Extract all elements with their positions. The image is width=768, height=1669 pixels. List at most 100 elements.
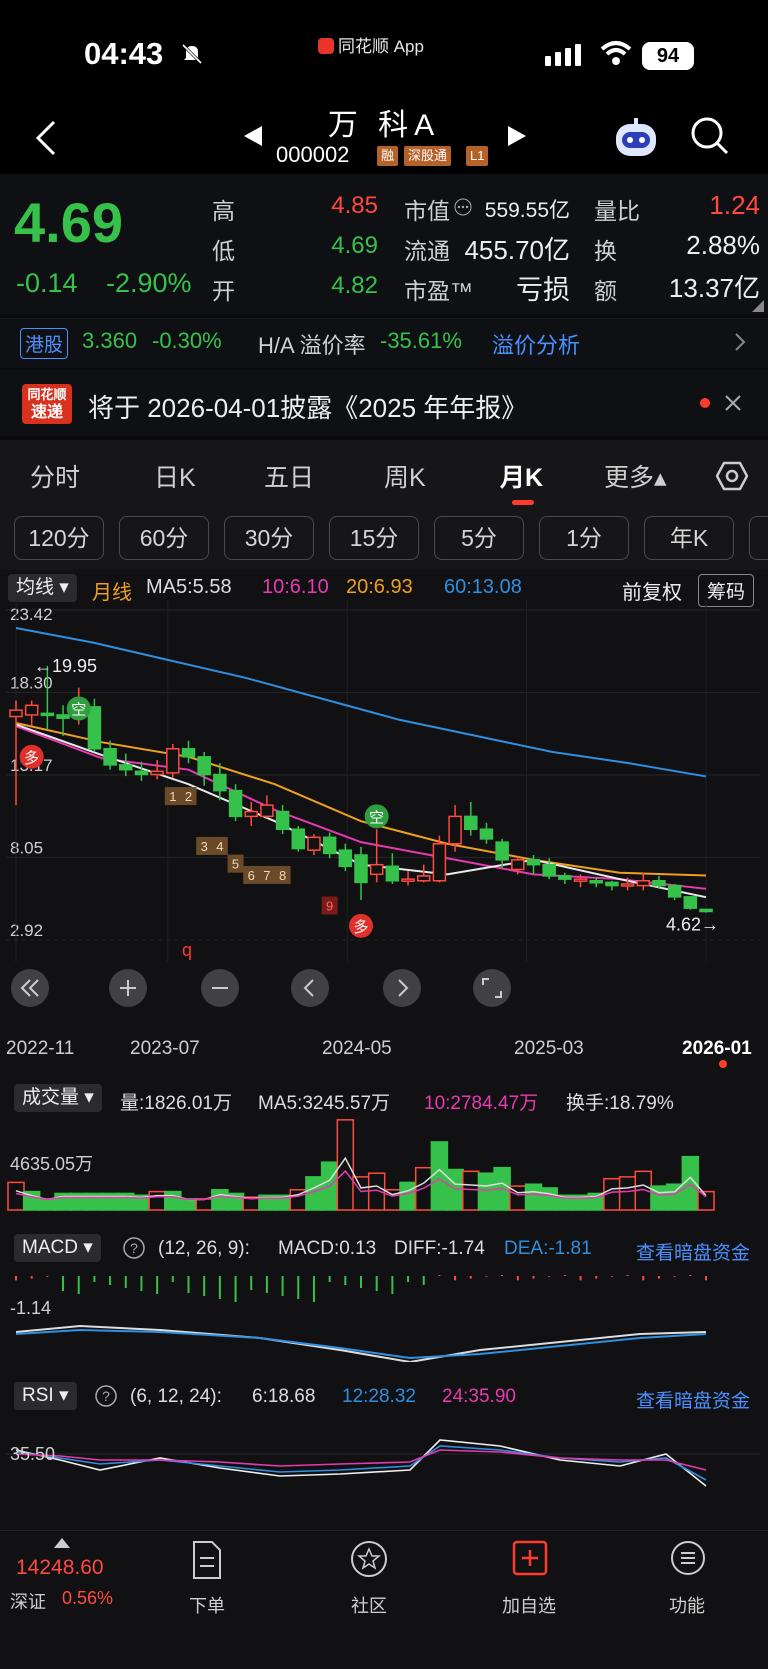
market-cap-value: 559.55亿	[484, 199, 570, 222]
search-icon[interactable]	[690, 116, 730, 156]
period-bar	[0, 514, 768, 570]
hk-share-row[interactable]	[0, 318, 768, 368]
collapse-left-icon[interactable]	[10, 968, 50, 1008]
market-cap-label: 市值	[404, 198, 450, 224]
add-watchlist-icon[interactable]	[512, 1540, 548, 1576]
close-icon[interactable]	[724, 394, 742, 412]
tab-daily-k[interactable]: 日K	[154, 464, 196, 492]
menu-circle-icon[interactable]	[670, 1540, 706, 1576]
period-120min[interactable]: 120分	[14, 516, 104, 560]
pe-value: 亏损	[516, 275, 570, 305]
volume-ma10-line	[15, 1169, 707, 1201]
y-tick-label: 8.05	[10, 838, 43, 857]
community-star-icon[interactable]	[350, 1540, 388, 1578]
macd-selector[interactable]: MACD ▾	[14, 1234, 101, 1262]
zoom-in-icon[interactable]	[108, 968, 148, 1008]
ma60-value: 60:13.08	[444, 576, 522, 598]
nine-turn-label: 7	[263, 868, 270, 883]
macd-chart[interactable]	[0, 1262, 768, 1362]
up-triangle-icon	[54, 1538, 70, 1548]
x-tick-3: 2025-03	[514, 1038, 584, 1059]
adjust-mode[interactable]: 前复权	[622, 582, 682, 604]
hk-change-pct: -0.30%	[152, 328, 222, 353]
settings-hexagon-icon[interactable]	[716, 460, 748, 492]
ma20-value: 20:6.93	[346, 576, 413, 598]
expand-corner-icon[interactable]	[752, 300, 764, 312]
y-tick-label: 18.30	[10, 673, 53, 692]
nav-add-watchlist[interactable]: 加自选	[502, 1596, 556, 1616]
period-yearly-k[interactable]: 年K	[644, 516, 734, 560]
premium-analysis-link[interactable]: 溢价分析	[492, 333, 581, 358]
rsi-selector[interactable]: RSI ▾	[14, 1382, 77, 1410]
scroll-right-icon[interactable]	[382, 968, 422, 1008]
nav-function[interactable]: 功能	[669, 1596, 705, 1616]
signal-badge	[19, 744, 44, 769]
candle	[369, 863, 384, 876]
high-marker: ←19.95	[34, 656, 97, 676]
candle	[24, 704, 39, 716]
nav-order[interactable]: 下单	[189, 1596, 225, 1616]
rsi-chart[interactable]	[0, 1410, 768, 1514]
tab-weekly-k[interactable]: 周K	[384, 464, 426, 492]
candle	[260, 804, 274, 818]
candle	[181, 748, 196, 758]
previous-stock-icon[interactable]	[242, 124, 264, 148]
unread-dot	[700, 398, 710, 408]
period-60min[interactable]: 60分	[119, 516, 209, 560]
fullscreen-icon[interactable]	[472, 968, 512, 1008]
help-icon[interactable]: ?	[94, 1384, 118, 1408]
nine-turn-badge	[211, 836, 228, 855]
nine-turn-badge	[258, 865, 275, 884]
rsi24-value: 24:35.90	[442, 1386, 516, 1407]
back-to-app-indicator[interactable]: 同花顺 App	[318, 32, 424, 57]
next-stock-icon[interactable]	[506, 124, 528, 148]
help-icon[interactable]: ?	[122, 1236, 146, 1260]
candle	[244, 810, 258, 818]
chart-area	[0, 570, 768, 1530]
ma-selector[interactable]: 均线 ▾	[8, 574, 77, 602]
period-1min[interactable]: 1分	[539, 516, 629, 560]
tab-five-day[interactable]: 五日	[264, 464, 315, 492]
candle	[275, 810, 290, 830]
candle	[354, 854, 368, 884]
volume-bar	[430, 1141, 449, 1211]
index-value[interactable]: 14248.60	[16, 1556, 104, 1579]
current-bar-dot	[719, 1060, 727, 1068]
volume-selector[interactable]: 成交量 ▾	[14, 1084, 102, 1112]
ai-robot-icon[interactable]	[612, 116, 660, 160]
zoom-out-icon[interactable]	[200, 968, 240, 1008]
nav-community[interactable]: 社区	[351, 1596, 387, 1616]
period-30min[interactable]: 30分	[224, 516, 314, 560]
nine-turn-badge	[274, 865, 291, 884]
chips-button[interactable]: 筹码	[698, 574, 755, 607]
period-more[interactable]	[749, 516, 768, 560]
candle	[448, 815, 462, 845]
volume-bar	[524, 1183, 543, 1211]
candle	[228, 789, 243, 818]
tab-monthly-k[interactable]: 月K	[500, 464, 544, 492]
volume-bar	[462, 1170, 480, 1211]
candle	[56, 714, 70, 719]
back-arrow-icon[interactable]	[34, 118, 58, 158]
x-tick-4: 2026-01	[682, 1038, 752, 1059]
premium-value: -35.61%	[380, 328, 462, 353]
period-15min[interactable]: 15分	[329, 516, 419, 560]
candle	[589, 880, 603, 884]
volume-chart[interactable]	[0, 1110, 768, 1216]
period-5min[interactable]: 5分	[434, 516, 524, 560]
macd-dark-pool-link[interactable]: 查看暗盘资金	[636, 1243, 751, 1264]
signal-label: 空	[369, 808, 384, 826]
scroll-left-icon[interactable]	[290, 968, 330, 1008]
signal-label: 空	[71, 701, 86, 719]
tab-intraday[interactable]: 分时	[30, 464, 81, 492]
order-document-icon[interactable]	[190, 1540, 224, 1580]
x-tick-2: 2024-05	[322, 1038, 392, 1059]
tab-more[interactable]: 更多▴	[604, 464, 667, 492]
news-banner[interactable]	[0, 370, 768, 436]
svg-text:?: ?	[102, 1388, 110, 1404]
chevron-right-icon	[735, 333, 746, 351]
volume-tick: 4635.05万	[10, 1154, 94, 1174]
info-dots-icon[interactable]	[454, 198, 472, 216]
rsi-dark-pool-link[interactable]: 查看暗盘资金	[636, 1391, 751, 1412]
